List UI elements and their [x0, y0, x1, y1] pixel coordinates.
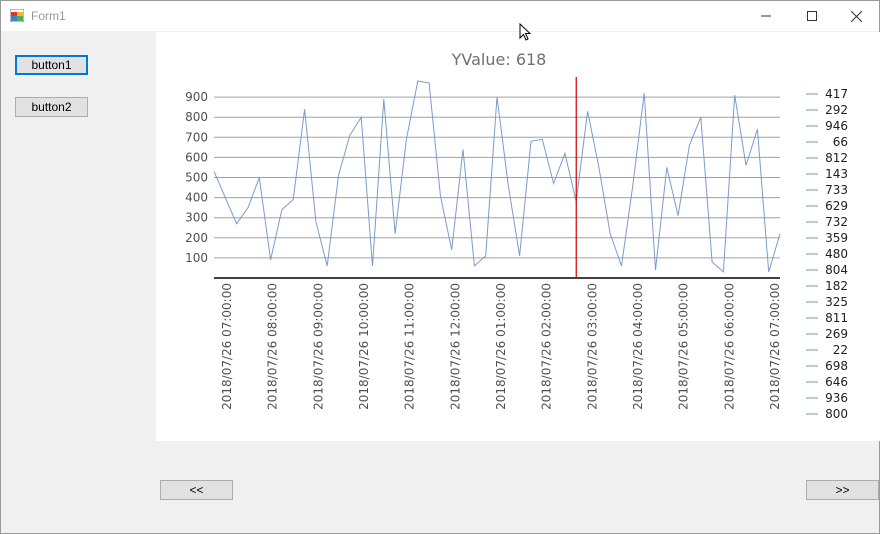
x-tick-label: 2018/07/26 01:00:00	[494, 283, 508, 410]
legend-item: 800	[825, 407, 848, 421]
legend-item: 480	[825, 247, 848, 261]
legend-item: 732	[825, 215, 848, 229]
close-button[interactable]	[833, 1, 879, 31]
legend-item: 22	[833, 343, 848, 357]
window-title: Form1	[31, 9, 66, 23]
legend-item: 698	[825, 359, 848, 373]
x-tick-label: 2018/07/26 08:00:00	[266, 283, 280, 410]
minimize-button[interactable]	[743, 1, 789, 31]
legend-item: 359	[825, 231, 848, 245]
y-tick-label: 200	[185, 231, 208, 245]
maximize-icon	[807, 11, 817, 21]
legend-item: 811	[825, 311, 848, 325]
x-tick-label: 2018/07/26 09:00:00	[311, 283, 325, 410]
y-tick-label: 900	[185, 90, 208, 104]
x-tick-label: 2018/07/26 02:00:00	[540, 283, 554, 410]
legend-item: 946	[825, 119, 848, 133]
legend-item: 325	[825, 295, 848, 309]
x-tick-label: 2018/07/26 06:00:00	[722, 283, 736, 410]
legend-item: 646	[825, 375, 848, 389]
app-icon	[10, 9, 24, 22]
x-tick-label: 2018/07/26 03:00:00	[585, 283, 599, 410]
x-tick-label: 2018/07/26 04:00:00	[631, 283, 645, 410]
legend-item: 182	[825, 279, 848, 293]
line-chart: YValue: 618 100200300400500600700800900 …	[185, 50, 848, 421]
legend-item: 733	[825, 183, 848, 197]
button2[interactable]: button2	[15, 97, 88, 117]
legend-item: 936	[825, 391, 848, 405]
prev-button[interactable]: <<	[160, 480, 233, 500]
mouse-cursor-icon	[519, 23, 532, 41]
x-tick-label: 2018/07/26 05:00:00	[677, 283, 691, 410]
series-line	[213, 80, 781, 274]
y-tick-label: 400	[185, 191, 208, 205]
button1[interactable]: button1	[15, 55, 88, 75]
legend-item: 143	[825, 167, 848, 181]
close-icon	[850, 10, 862, 22]
title-bar[interactable]: Form1	[1, 1, 879, 31]
x-tick-label: 2018/07/26 07:00:00	[768, 283, 782, 410]
maximize-button[interactable]	[789, 1, 835, 31]
minimize-icon	[761, 15, 771, 17]
legend-item: 66	[833, 135, 848, 149]
legend-item: 269	[825, 327, 848, 341]
chart-title: YValue: 618	[451, 50, 547, 69]
legend-item: 629	[825, 199, 848, 213]
y-tick-label: 800	[185, 110, 208, 124]
y-tick-label: 100	[185, 251, 208, 265]
x-tick-label: 2018/07/26 07:00:00	[220, 283, 234, 410]
next-button[interactable]: >>	[806, 480, 879, 500]
y-tick-label: 300	[185, 211, 208, 225]
legend-item: 812	[825, 151, 848, 165]
x-tick-label: 2018/07/26 10:00:00	[357, 283, 371, 410]
y-tick-label: 600	[185, 150, 208, 164]
legend-item: 292	[825, 103, 848, 117]
x-tick-label: 2018/07/26 11:00:00	[403, 283, 417, 410]
x-tick-label: 2018/07/26 12:00:00	[448, 283, 462, 410]
y-tick-label: 500	[185, 171, 208, 185]
y-tick-label: 700	[185, 130, 208, 144]
chart-panel[interactable]: YValue: 618 100 200 300 400 500 600 700 800 900 …	[156, 32, 880, 441]
legend-item: 417	[825, 87, 848, 101]
legend-item: 804	[825, 263, 848, 277]
